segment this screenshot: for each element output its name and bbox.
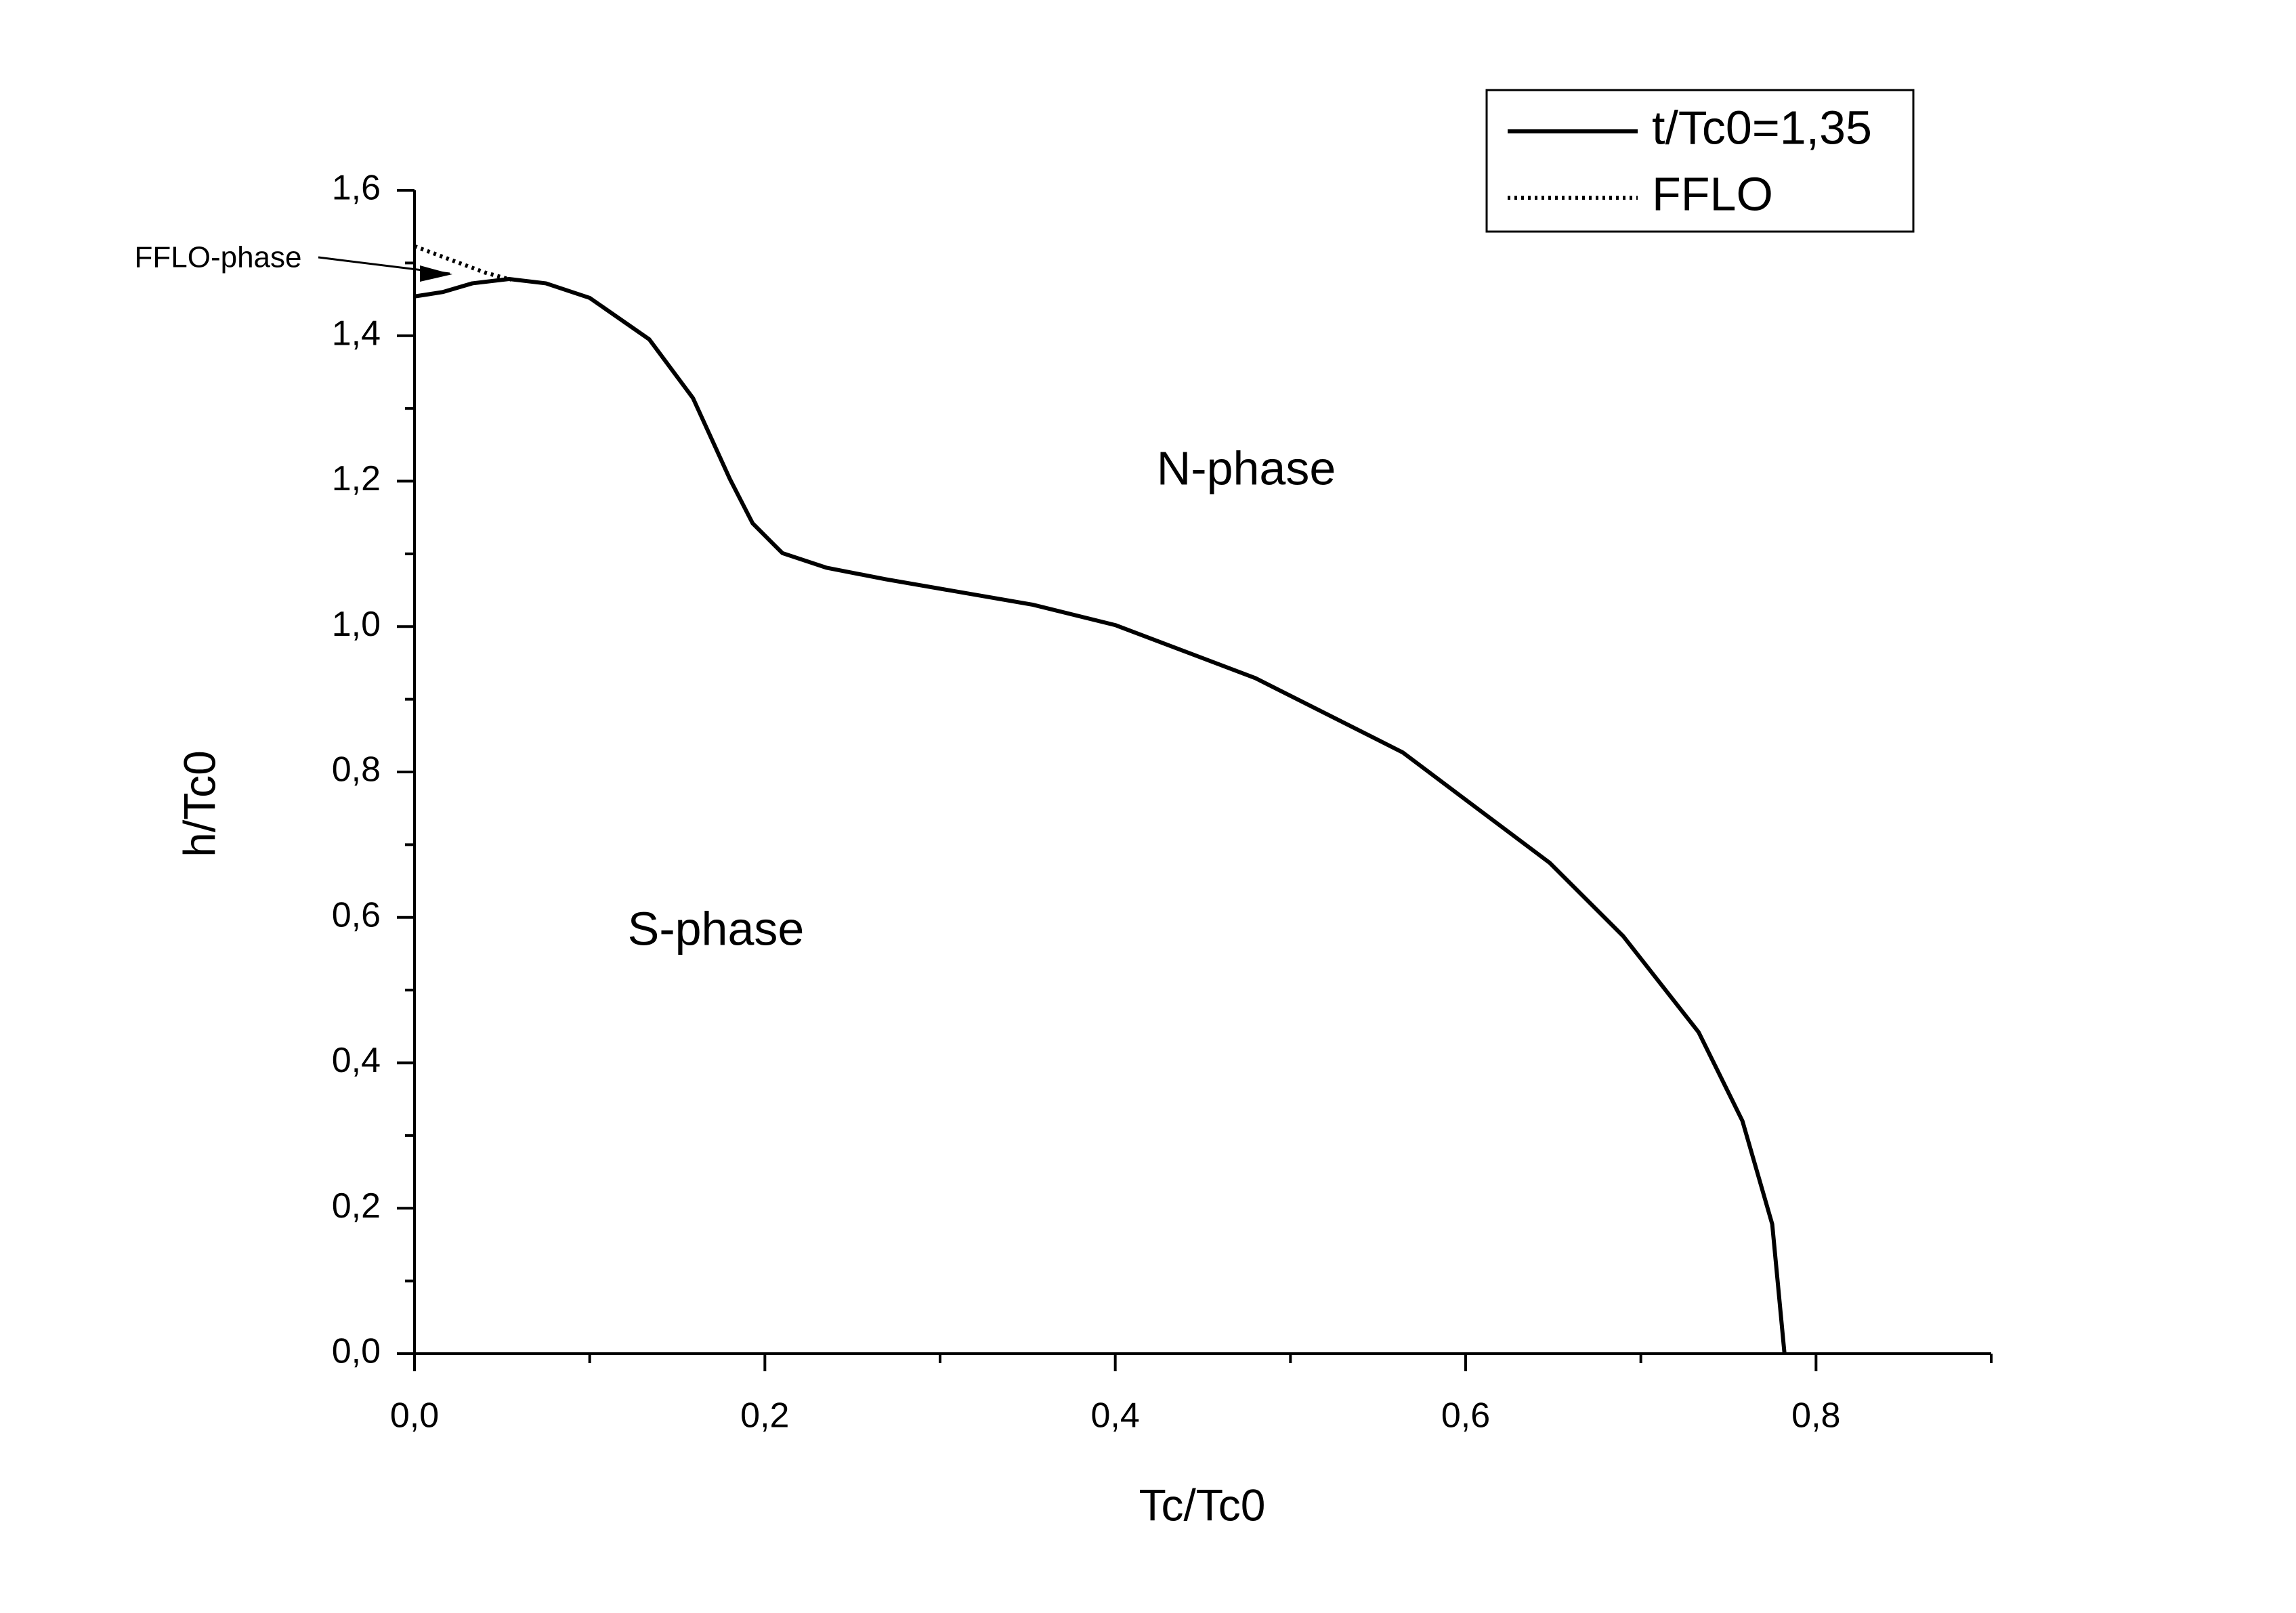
line-series (414, 276, 1787, 1354)
y-tick-label: 1,2 (332, 459, 381, 498)
annotation: S-phase (628, 902, 805, 955)
arrow-head (420, 265, 452, 282)
y-tick-label: 1,0 (332, 605, 381, 644)
x-tick-label: 0,8 (1791, 1396, 1840, 1436)
line-series (413, 244, 512, 282)
annotation: FFLO-phase (135, 241, 302, 274)
x-tick-label: 0,4 (1091, 1396, 1140, 1436)
y-tick-label: 0,0 (332, 1332, 381, 1371)
annotation: N-phase (1157, 442, 1336, 494)
y-tick-label: 1,4 (332, 314, 381, 353)
y-tick-label: 0,6 (332, 895, 381, 934)
legend-label: FFLO (1652, 167, 1773, 220)
y-tick-label: 0,2 (332, 1186, 381, 1226)
x-axis-label: Tc/Tc0 (1139, 1480, 1265, 1530)
x-tick-label: 0,6 (1441, 1396, 1490, 1436)
x-tick-label: 0,0 (390, 1396, 439, 1436)
legend-label: t/Tc0=1,35 (1652, 101, 1872, 154)
x-tick-label: 0,2 (740, 1396, 789, 1436)
y-tick-label: 0,4 (332, 1041, 381, 1080)
y-axis-label: h/Tc0 (174, 750, 224, 857)
y-tick-label: 1,6 (332, 169, 381, 208)
legend-box (1485, 89, 1915, 233)
y-tick-label: 0,8 (332, 750, 381, 790)
